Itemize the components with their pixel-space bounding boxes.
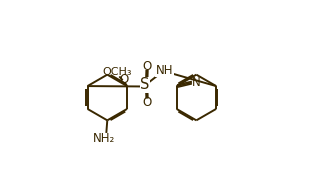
Text: O: O: [143, 96, 152, 109]
Text: N: N: [192, 76, 200, 89]
Text: NH₂: NH₂: [93, 132, 116, 145]
Text: NH: NH: [156, 64, 173, 77]
Text: OCH₃: OCH₃: [103, 67, 132, 77]
Text: S: S: [141, 77, 150, 92]
Text: O: O: [143, 60, 152, 73]
Text: O: O: [119, 73, 128, 86]
